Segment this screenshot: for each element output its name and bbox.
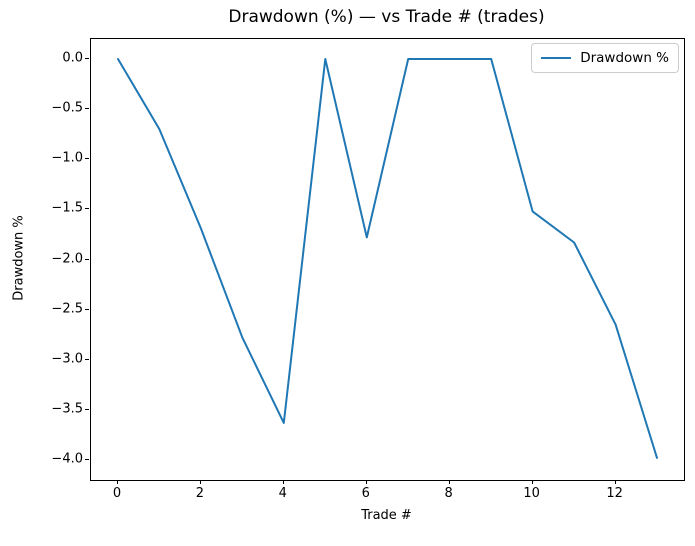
- y-tick-label: −0.5: [51, 100, 83, 116]
- y-tick-label: −3.0: [51, 351, 83, 367]
- x-tick-label: 4: [278, 486, 287, 501]
- x-tick-label: 12: [606, 486, 623, 501]
- y-tick-label: −4.0: [51, 451, 83, 467]
- series-line-drawdown-: [117, 58, 658, 459]
- x-tick-mark: [365, 480, 367, 484]
- y-tick-mark: [85, 459, 89, 460]
- x-tick-mark: [199, 480, 201, 484]
- x-tick-label: 10: [523, 486, 540, 501]
- x-tick-label: 2: [195, 486, 205, 501]
- legend: Drawdown %: [531, 43, 679, 73]
- legend-label: Drawdown %: [580, 50, 669, 66]
- x-tick-mark: [614, 480, 616, 484]
- x-tick-label: 6: [361, 486, 370, 501]
- plot-area: Drawdown %: [90, 38, 685, 481]
- x-tick-mark: [282, 480, 284, 484]
- y-tick-mark: [85, 58, 89, 59]
- chart-title: Drawdown (%) — vs Trade # (trades): [228, 7, 545, 27]
- x-tick-label: 8: [444, 486, 453, 501]
- x-tick-mark: [448, 480, 450, 484]
- y-tick-label: −2.5: [51, 301, 83, 317]
- x-axis-label: Trade #: [361, 508, 412, 523]
- y-tick-mark: [85, 108, 89, 110]
- x-tick-label: 0: [112, 486, 122, 501]
- y-tick-mark: [85, 158, 89, 160]
- y-tick-label: 0.0: [62, 50, 83, 66]
- y-tick-mark: [85, 308, 89, 310]
- drawdown-line-chart: [117, 58, 658, 459]
- legend-line-icon: [541, 57, 572, 59]
- y-tick-mark: [85, 358, 89, 360]
- y-tick-label: −1.0: [51, 150, 83, 166]
- y-axis-label: Drawdown %: [11, 215, 27, 301]
- y-tick-label: −1.5: [51, 200, 83, 216]
- y-tick-label: −2.0: [51, 251, 83, 266]
- y-tick-label: −3.5: [51, 401, 83, 417]
- y-tick-mark: [85, 258, 89, 260]
- x-tick-mark: [531, 480, 533, 484]
- y-tick-mark: [85, 208, 89, 210]
- x-tick-mark: [117, 480, 118, 484]
- y-tick-mark: [85, 408, 89, 410]
